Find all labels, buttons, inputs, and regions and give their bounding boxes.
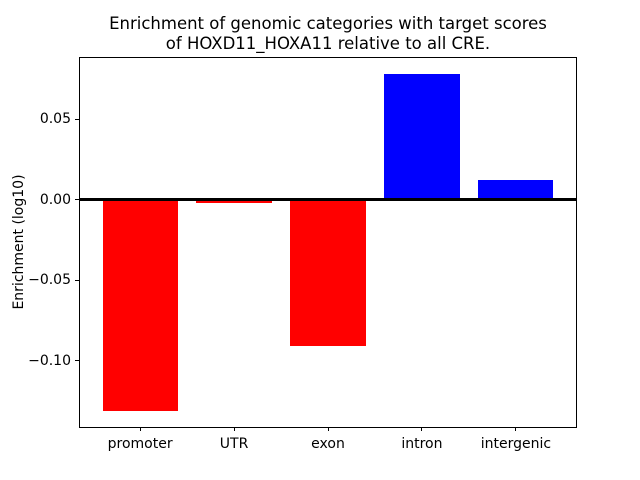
y-tick-label-0.05: 0.05 bbox=[39, 111, 71, 128]
x-tick-intron bbox=[421, 427, 423, 431]
y-tick-−0.05 bbox=[75, 279, 80, 281]
chart-title-line2: of HOXD11_HOXA11 relative to all CRE. bbox=[165, 33, 491, 53]
x-tick-label-promoter: promoter bbox=[107, 436, 173, 452]
chart-title-line1: Enrichment of genomic categories with ta… bbox=[109, 14, 547, 33]
bar-intergenic bbox=[478, 180, 554, 200]
bar-exon bbox=[290, 199, 366, 347]
y-tick-−0.10 bbox=[75, 360, 80, 362]
y-tick-0.05 bbox=[75, 118, 80, 120]
x-tick-promoter bbox=[139, 427, 141, 431]
x-tick-exon bbox=[327, 427, 329, 431]
y-tick-label-−0.05: −0.05 bbox=[28, 272, 71, 289]
zero-line bbox=[80, 197, 576, 201]
x-tick-label-intergenic: intergenic bbox=[480, 436, 552, 452]
bar-UTR bbox=[196, 199, 272, 204]
bar-intron bbox=[384, 74, 460, 200]
y-tick-0.00 bbox=[75, 199, 80, 201]
plot-area bbox=[79, 57, 577, 428]
y-tick-label-0.00: 0.00 bbox=[39, 191, 71, 208]
x-tick-label-exon: exon bbox=[311, 436, 345, 452]
x-tick-intergenic bbox=[515, 427, 517, 431]
x-tick-label-intron: intron bbox=[401, 436, 443, 452]
x-tick-UTR bbox=[233, 427, 235, 431]
chart-title: Enrichment of genomic categories with ta… bbox=[80, 14, 576, 53]
bar-promoter bbox=[102, 199, 178, 411]
x-tick-label-UTR: UTR bbox=[219, 436, 249, 452]
y-tick-label-−0.10: −0.10 bbox=[28, 352, 71, 369]
